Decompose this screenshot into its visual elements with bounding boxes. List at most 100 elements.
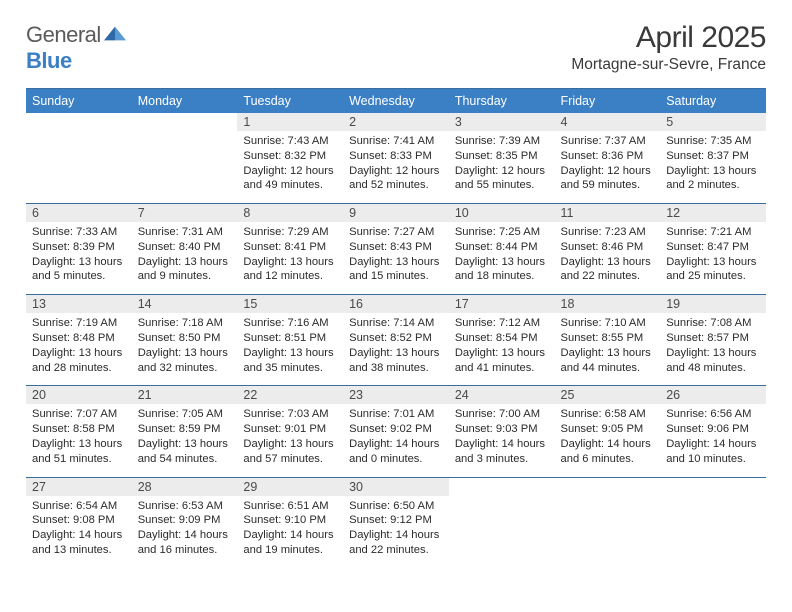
calendar-cell: [449, 477, 555, 568]
day-number: 25: [555, 386, 661, 404]
month-title: April 2025: [571, 22, 766, 54]
day-details: Sunrise: 6:51 AMSunset: 9:10 PMDaylight:…: [237, 496, 343, 568]
calendar-cell: 2Sunrise: 7:41 AMSunset: 8:33 PMDaylight…: [343, 113, 449, 204]
calendar-header-row: SundayMondayTuesdayWednesdayThursdayFrid…: [26, 89, 766, 114]
empty-cell: [555, 478, 661, 536]
day-details: Sunrise: 7:01 AMSunset: 9:02 PMDaylight:…: [343, 404, 449, 476]
title-block: April 2025 Mortagne-sur-Sevre, France: [571, 22, 766, 74]
day-number: 29: [237, 478, 343, 496]
calendar-cell: 26Sunrise: 6:56 AMSunset: 9:06 PMDayligh…: [660, 386, 766, 477]
calendar-week-row: 13Sunrise: 7:19 AMSunset: 8:48 PMDayligh…: [26, 295, 766, 386]
day-details: Sunrise: 7:16 AMSunset: 8:51 PMDaylight:…: [237, 313, 343, 385]
weekday-header: Sunday: [26, 89, 132, 114]
day-details: Sunrise: 7:37 AMSunset: 8:36 PMDaylight:…: [555, 131, 661, 203]
day-details: Sunrise: 7:18 AMSunset: 8:50 PMDaylight:…: [132, 313, 238, 385]
day-details: Sunrise: 7:08 AMSunset: 8:57 PMDaylight:…: [660, 313, 766, 385]
calendar-week-row: 27Sunrise: 6:54 AMSunset: 9:08 PMDayligh…: [26, 477, 766, 568]
day-details: Sunrise: 7:07 AMSunset: 8:58 PMDaylight:…: [26, 404, 132, 476]
calendar-cell: 16Sunrise: 7:14 AMSunset: 8:52 PMDayligh…: [343, 295, 449, 386]
calendar-cell: 22Sunrise: 7:03 AMSunset: 9:01 PMDayligh…: [237, 386, 343, 477]
day-details: Sunrise: 7:27 AMSunset: 8:43 PMDaylight:…: [343, 222, 449, 294]
day-details: Sunrise: 7:33 AMSunset: 8:39 PMDaylight:…: [26, 222, 132, 294]
day-number: 9: [343, 204, 449, 222]
calendar-cell: 4Sunrise: 7:37 AMSunset: 8:36 PMDaylight…: [555, 113, 661, 204]
calendar-week-row: 6Sunrise: 7:33 AMSunset: 8:39 PMDaylight…: [26, 204, 766, 295]
day-number: 28: [132, 478, 238, 496]
day-details: Sunrise: 7:10 AMSunset: 8:55 PMDaylight:…: [555, 313, 661, 385]
day-number: 18: [555, 295, 661, 313]
location-label: Mortagne-sur-Sevre, France: [571, 56, 766, 74]
day-details: Sunrise: 7:05 AMSunset: 8:59 PMDaylight:…: [132, 404, 238, 476]
day-details: Sunrise: 7:43 AMSunset: 8:32 PMDaylight:…: [237, 131, 343, 203]
day-details: Sunrise: 7:14 AMSunset: 8:52 PMDaylight:…: [343, 313, 449, 385]
day-details: Sunrise: 7:03 AMSunset: 9:01 PMDaylight:…: [237, 404, 343, 476]
day-details: Sunrise: 6:58 AMSunset: 9:05 PMDaylight:…: [555, 404, 661, 476]
day-number: 3: [449, 113, 555, 131]
day-details: Sunrise: 7:25 AMSunset: 8:44 PMDaylight:…: [449, 222, 555, 294]
calendar-cell: 5Sunrise: 7:35 AMSunset: 8:37 PMDaylight…: [660, 113, 766, 204]
day-details: Sunrise: 6:54 AMSunset: 9:08 PMDaylight:…: [26, 496, 132, 568]
day-number: 26: [660, 386, 766, 404]
weekday-header: Tuesday: [237, 89, 343, 114]
day-details: Sunrise: 7:12 AMSunset: 8:54 PMDaylight:…: [449, 313, 555, 385]
calendar-cell: 29Sunrise: 6:51 AMSunset: 9:10 PMDayligh…: [237, 477, 343, 568]
empty-cell: [449, 478, 555, 536]
day-details: Sunrise: 7:39 AMSunset: 8:35 PMDaylight:…: [449, 131, 555, 203]
calendar-week-row: 1Sunrise: 7:43 AMSunset: 8:32 PMDaylight…: [26, 113, 766, 204]
empty-cell: [26, 113, 132, 171]
day-number: 23: [343, 386, 449, 404]
calendar-cell: 15Sunrise: 7:16 AMSunset: 8:51 PMDayligh…: [237, 295, 343, 386]
calendar-cell: 7Sunrise: 7:31 AMSunset: 8:40 PMDaylight…: [132, 204, 238, 295]
calendar-cell: 3Sunrise: 7:39 AMSunset: 8:35 PMDaylight…: [449, 113, 555, 204]
calendar-cell: 28Sunrise: 6:53 AMSunset: 9:09 PMDayligh…: [132, 477, 238, 568]
day-number: 27: [26, 478, 132, 496]
calendar-cell: [132, 113, 238, 204]
day-number: 8: [237, 204, 343, 222]
day-number: 1: [237, 113, 343, 131]
calendar-cell: 14Sunrise: 7:18 AMSunset: 8:50 PMDayligh…: [132, 295, 238, 386]
day-details: Sunrise: 6:50 AMSunset: 9:12 PMDaylight:…: [343, 496, 449, 568]
day-number: 30: [343, 478, 449, 496]
calendar-cell: 23Sunrise: 7:01 AMSunset: 9:02 PMDayligh…: [343, 386, 449, 477]
calendar-body: 1Sunrise: 7:43 AMSunset: 8:32 PMDaylight…: [26, 113, 766, 568]
day-number: 15: [237, 295, 343, 313]
day-number: 4: [555, 113, 661, 131]
weekday-header: Friday: [555, 89, 661, 114]
calendar-table: SundayMondayTuesdayWednesdayThursdayFrid…: [26, 88, 766, 568]
day-number: 20: [26, 386, 132, 404]
day-details: Sunrise: 7:35 AMSunset: 8:37 PMDaylight:…: [660, 131, 766, 203]
calendar-cell: [26, 113, 132, 204]
calendar-cell: 30Sunrise: 6:50 AMSunset: 9:12 PMDayligh…: [343, 477, 449, 568]
weekday-header: Saturday: [660, 89, 766, 114]
day-details: Sunrise: 6:56 AMSunset: 9:06 PMDaylight:…: [660, 404, 766, 476]
page-root: GeneralBlue April 2025 Mortagne-sur-Sevr…: [0, 0, 792, 590]
day-number: 2: [343, 113, 449, 131]
empty-cell: [660, 478, 766, 536]
day-details: Sunrise: 7:19 AMSunset: 8:48 PMDaylight:…: [26, 313, 132, 385]
day-number: 13: [26, 295, 132, 313]
calendar-cell: 21Sunrise: 7:05 AMSunset: 8:59 PMDayligh…: [132, 386, 238, 477]
weekday-header: Monday: [132, 89, 238, 114]
day-number: 6: [26, 204, 132, 222]
calendar-cell: 10Sunrise: 7:25 AMSunset: 8:44 PMDayligh…: [449, 204, 555, 295]
weekday-header: Wednesday: [343, 89, 449, 114]
day-number: 14: [132, 295, 238, 313]
day-number: 7: [132, 204, 238, 222]
day-number: 11: [555, 204, 661, 222]
day-number: 10: [449, 204, 555, 222]
calendar-cell: 17Sunrise: 7:12 AMSunset: 8:54 PMDayligh…: [449, 295, 555, 386]
day-number: 16: [343, 295, 449, 313]
weekday-header: Thursday: [449, 89, 555, 114]
brand-part2: Blue: [26, 48, 72, 73]
brand-text: GeneralBlue: [26, 22, 126, 74]
calendar-cell: 25Sunrise: 6:58 AMSunset: 9:05 PMDayligh…: [555, 386, 661, 477]
day-details: Sunrise: 7:41 AMSunset: 8:33 PMDaylight:…: [343, 131, 449, 203]
day-details: Sunrise: 6:53 AMSunset: 9:09 PMDaylight:…: [132, 496, 238, 568]
empty-cell: [132, 113, 238, 171]
header: GeneralBlue April 2025 Mortagne-sur-Sevr…: [26, 22, 766, 74]
day-number: 24: [449, 386, 555, 404]
triangle-icon: [101, 22, 126, 47]
calendar-cell: 12Sunrise: 7:21 AMSunset: 8:47 PMDayligh…: [660, 204, 766, 295]
day-number: 22: [237, 386, 343, 404]
calendar-cell: 8Sunrise: 7:29 AMSunset: 8:41 PMDaylight…: [237, 204, 343, 295]
